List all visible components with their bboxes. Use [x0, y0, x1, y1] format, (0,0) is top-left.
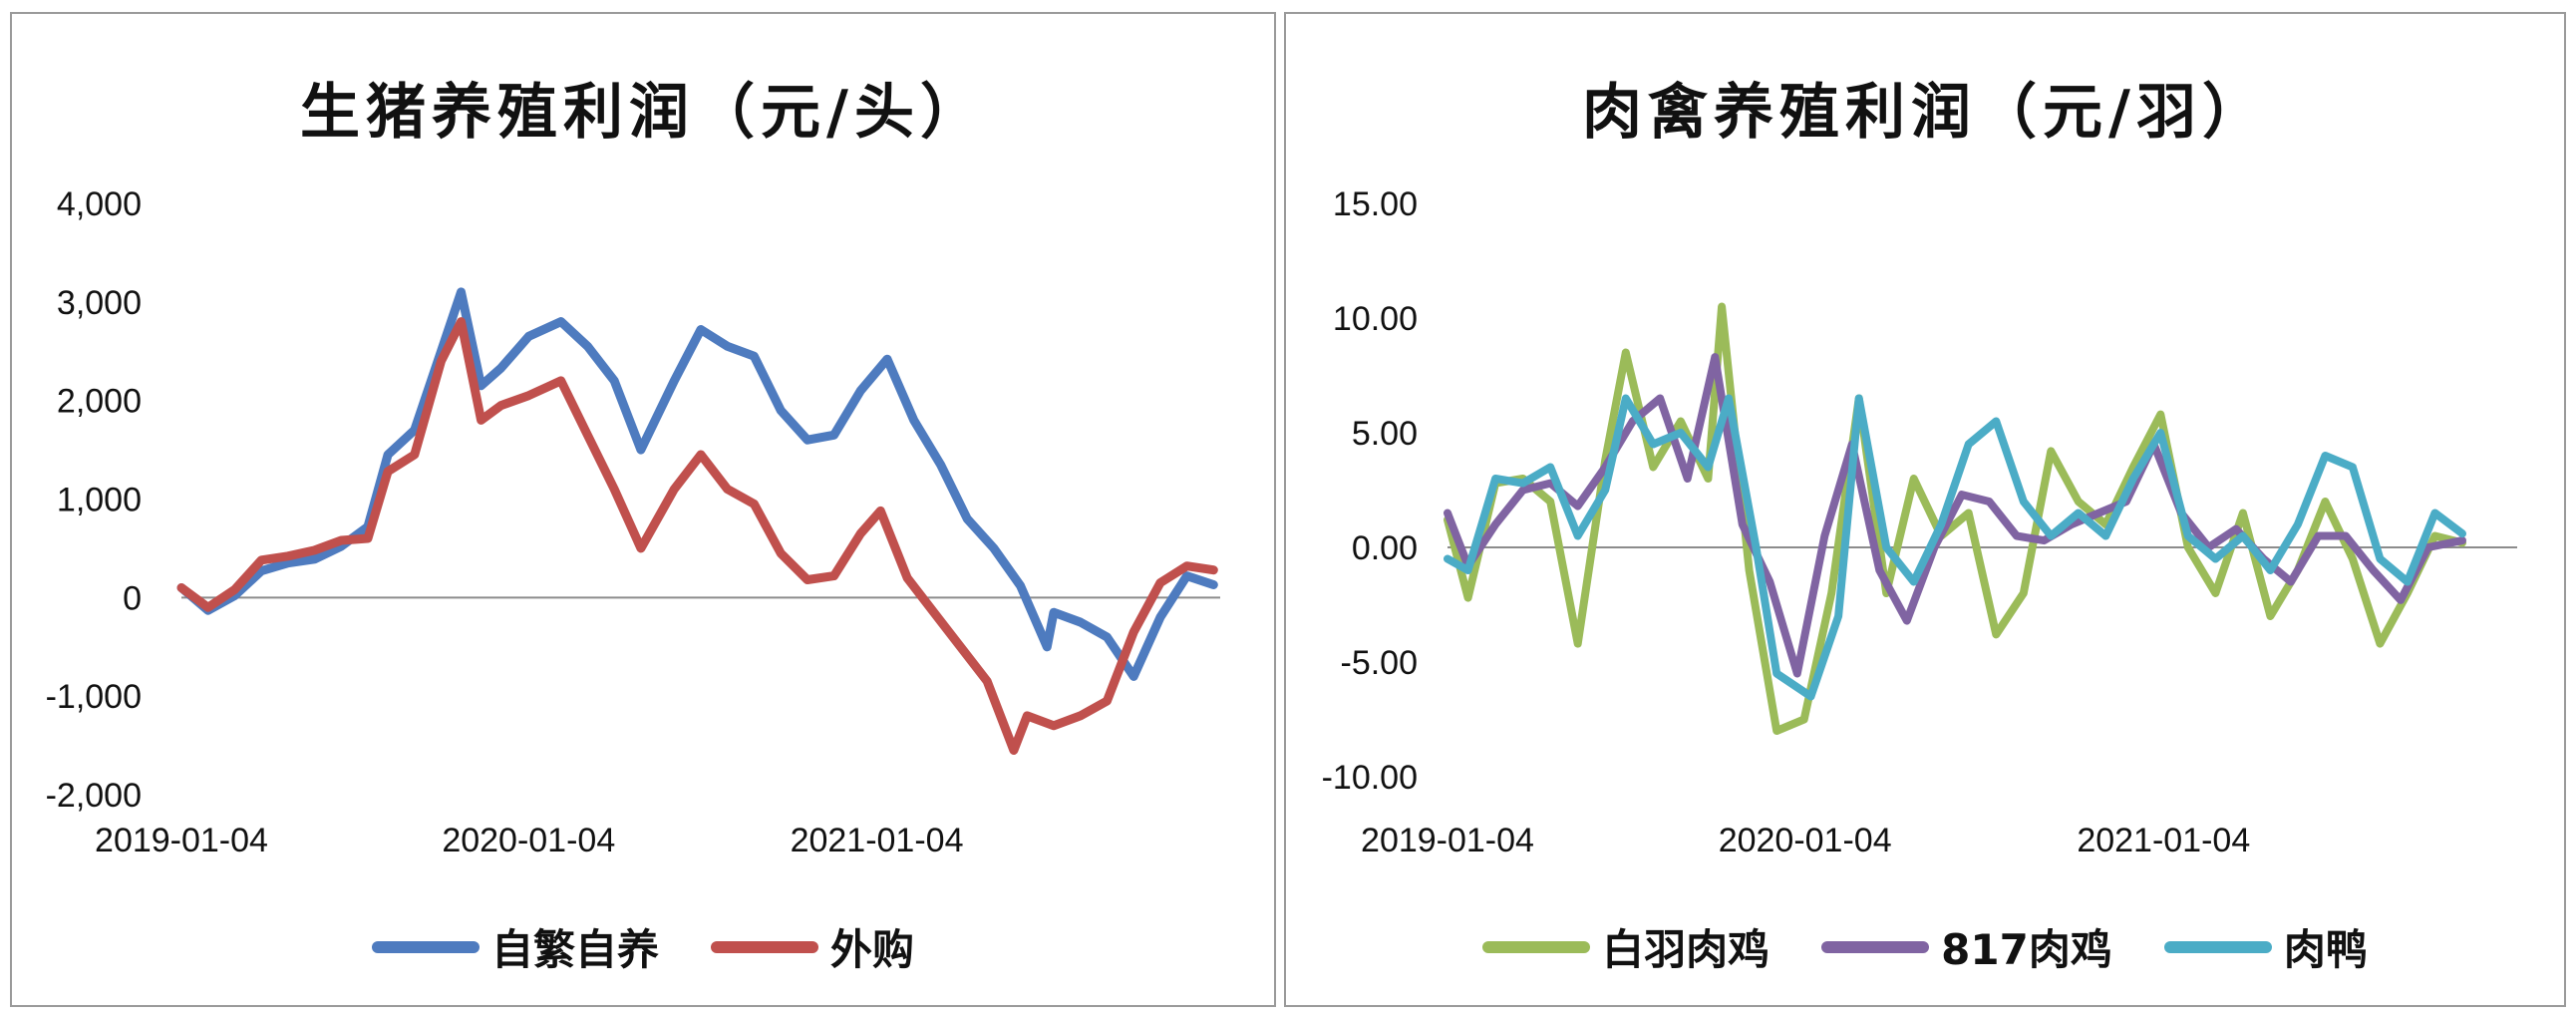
legend-swatch-817-broiler	[1821, 941, 1929, 953]
x-tick-label: 2021-01-04	[2077, 822, 2250, 859]
legend: 自繁自养 外购	[12, 916, 1274, 977]
poultry-profit-plot: 15.00 10.00 5.00 0.00 -5.00 -10.00 2019-01-04 2…	[1286, 14, 2564, 1005]
legend-label: 外购	[830, 916, 914, 977]
legend-item-self-breeding[interactable]: 自繁自养	[372, 916, 659, 977]
x-tick-label: 2019-01-04	[1361, 822, 1534, 859]
y-tick-label: -2,000	[46, 777, 142, 815]
legend-item-white-feather-broiler[interactable]: 白羽肉鸡	[1482, 916, 1770, 977]
legend-swatch-purchased	[711, 941, 818, 953]
y-tick-label: 0.00	[1352, 529, 1418, 567]
x-tick-label: 2019-01-04	[95, 822, 268, 859]
legend-item-817-broiler[interactable]: 817肉鸡	[1821, 916, 2112, 977]
y-tick-label: 0	[123, 579, 142, 617]
y-tick-label: 5.00	[1352, 415, 1418, 453]
y-tick-label: 2,000	[57, 383, 142, 421]
y-tick-label: 10.00	[1333, 300, 1418, 338]
legend-swatch-meat-duck	[2164, 941, 2272, 953]
series-line-白羽肉鸡	[1448, 307, 2462, 732]
y-tick-label: 4,000	[57, 185, 142, 223]
legend-swatch-self-breeding	[372, 941, 480, 953]
legend-swatch-white-feather-broiler	[1482, 941, 1590, 953]
x-tick-label: 2020-01-04	[1719, 822, 1892, 859]
legend: 白羽肉鸡 817肉鸡 肉鸭	[1286, 916, 2564, 977]
y-tick-label: 1,000	[57, 482, 142, 519]
y-tick-label: -1,000	[46, 678, 142, 716]
legend-item-meat-duck[interactable]: 肉鸭	[2164, 916, 2368, 977]
y-tick-label: 15.00	[1333, 185, 1418, 223]
legend-label: 817肉鸡	[1941, 916, 2112, 977]
hog-profit-plot: 4,000 3,000 2,000 1,000 0 -1,000 -2,000 2019-01…	[12, 14, 1274, 1005]
y-tick-label: 3,000	[57, 284, 142, 322]
legend-label: 白羽肉鸡	[1602, 916, 1770, 977]
x-tick-label: 2020-01-04	[442, 822, 615, 859]
poultry-profit-chart-panel: 肉禽养殖利润（元/羽） 15.00 10.00 5.00 0.00 -5.00 -10.0…	[1284, 12, 2566, 1007]
legend-item-purchased[interactable]: 外购	[711, 916, 914, 977]
y-tick-label: -10.00	[1322, 759, 1418, 797]
series-line-自繁自养	[181, 292, 1213, 677]
x-tick-label: 2021-01-04	[791, 822, 964, 859]
legend-label: 自繁自养	[491, 916, 659, 977]
series-line-外购	[181, 322, 1213, 751]
legend-label: 肉鸭	[2284, 916, 2368, 977]
hog-profit-chart-panel: 生猪养殖利润（元/头） 4,000 3,000 2,000 1,000 0 -1,000-…	[10, 12, 1276, 1007]
y-tick-label: -5.00	[1341, 644, 1419, 682]
